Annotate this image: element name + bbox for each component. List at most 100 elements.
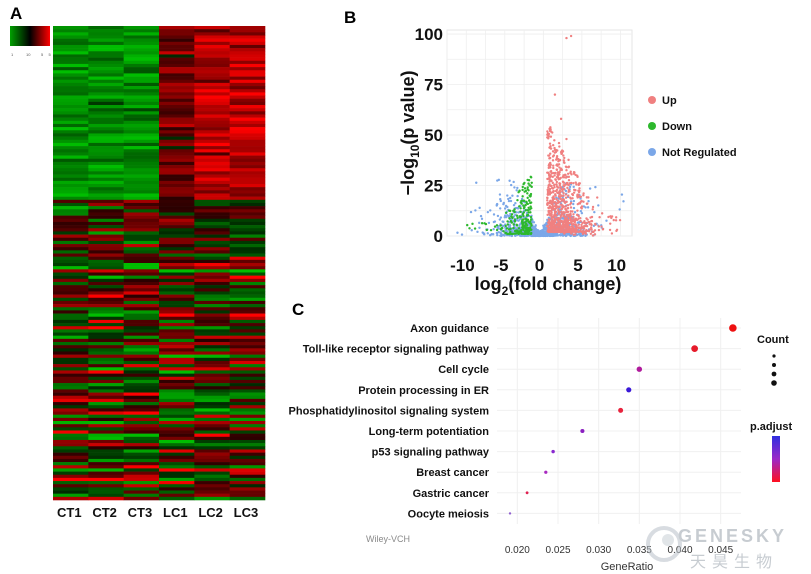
heatmap-cell [53,158,89,163]
dot-point [525,491,529,495]
volcano-point [532,221,536,224]
heatmap-cell [123,51,160,55]
heatmap-cell [53,114,89,118]
heatmap-cell [229,319,266,324]
heatmap-cell [88,225,124,229]
heatmap-cell [123,171,160,175]
heatmap-cell [53,244,89,248]
volcano-point [530,231,533,235]
heatmap-cell [53,288,89,292]
heatmap-cell [194,433,230,438]
heatmap-cell [123,323,160,327]
heatmap-cell [159,487,195,491]
volcano-point [514,234,517,238]
heatmap-cell [53,405,89,409]
volcano-point [610,215,614,218]
volcano-point [569,206,573,209]
heatmap-cell [88,458,124,463]
heatmap-cell [53,199,89,204]
heatmap-cell [123,310,160,314]
heatmap-cell [194,127,230,131]
heatmap-cell [229,70,266,74]
heatmap-cell [123,338,160,343]
volcano-point [592,224,596,228]
volcano-point [550,186,554,190]
heatmap-cell [53,452,89,457]
heatmap-cell [88,101,124,106]
heatmap-cell [194,338,230,343]
volcano-point [558,166,561,169]
heatmap-cell [53,149,89,153]
heatmap-column-label: LC3 [233,505,259,520]
volcano-point [559,203,563,206]
volcano-point [549,190,552,193]
heatmap-cell [88,307,124,311]
volcano-point [526,192,529,195]
volcano-point [589,226,593,229]
volcano-point [558,192,561,196]
volcano-point [549,126,552,129]
heatmap-cell [194,427,230,431]
heatmap-cell [88,161,124,166]
volcano-point [556,164,559,168]
heatmap-cell [123,281,160,286]
heatmap-cell [123,215,160,220]
volcano-point [569,201,573,205]
dot-points [508,324,737,515]
volcano-point [527,182,530,185]
heatmap-cell [53,319,89,324]
heatmap-cell [229,455,266,460]
heatmap-cell [229,329,266,333]
heatmap-cell [159,272,195,276]
volcano-point [518,223,521,227]
heatmap-cell [123,496,160,501]
heatmap-cell [229,111,266,115]
heatmap-cell [88,316,124,321]
heatmap-cell [159,477,195,482]
volcano-point [564,173,567,177]
heatmap-cell [194,323,230,327]
heatmap-cell [229,468,266,472]
volcano-point [587,199,590,203]
volcano-point [553,186,556,189]
heatmap-cell [229,345,266,349]
volcano-point [581,232,585,236]
volcano-point [512,223,515,226]
heatmap-cell [123,360,160,365]
heatmap-cell [229,142,266,147]
volcano-point [591,230,595,234]
heatmap-cell [194,67,230,71]
volcano-point [576,194,579,198]
dot-category-label: Phosphatidylinositol signaling system [289,405,490,417]
dot-x-tick-label: 0.020 [505,545,530,556]
heatmap-cell [123,436,160,441]
heatmap-cell [194,139,230,144]
heatmap-cell [53,136,89,141]
heatmap-cell [53,417,89,422]
volcano-point [546,213,549,217]
heatmap-cell [88,209,124,213]
heatmap-cell [88,468,124,472]
volcano-point [512,226,515,230]
heatmap-cell [88,452,124,457]
volcano-point [493,225,497,228]
heatmap-cell [229,338,266,343]
heatmap-cell [194,481,230,485]
heatmap-cell [123,29,160,33]
heatmap-cell [229,364,266,368]
volcano-point [574,189,577,192]
heatmap-cell [53,44,89,49]
heatmap-cell [53,414,89,419]
heatmap-cell [229,367,266,371]
heatmap-cell [123,342,160,346]
dot-category-label: Gastric cancer [413,488,490,500]
volcano-point [516,194,519,198]
volcano-point [591,208,594,211]
volcano-point [553,174,556,177]
volcano-point [562,181,565,184]
heatmap-cell [123,133,160,137]
volcano-point [533,229,537,233]
heatmap-cell [123,244,160,248]
heatmap-cell [88,76,124,81]
